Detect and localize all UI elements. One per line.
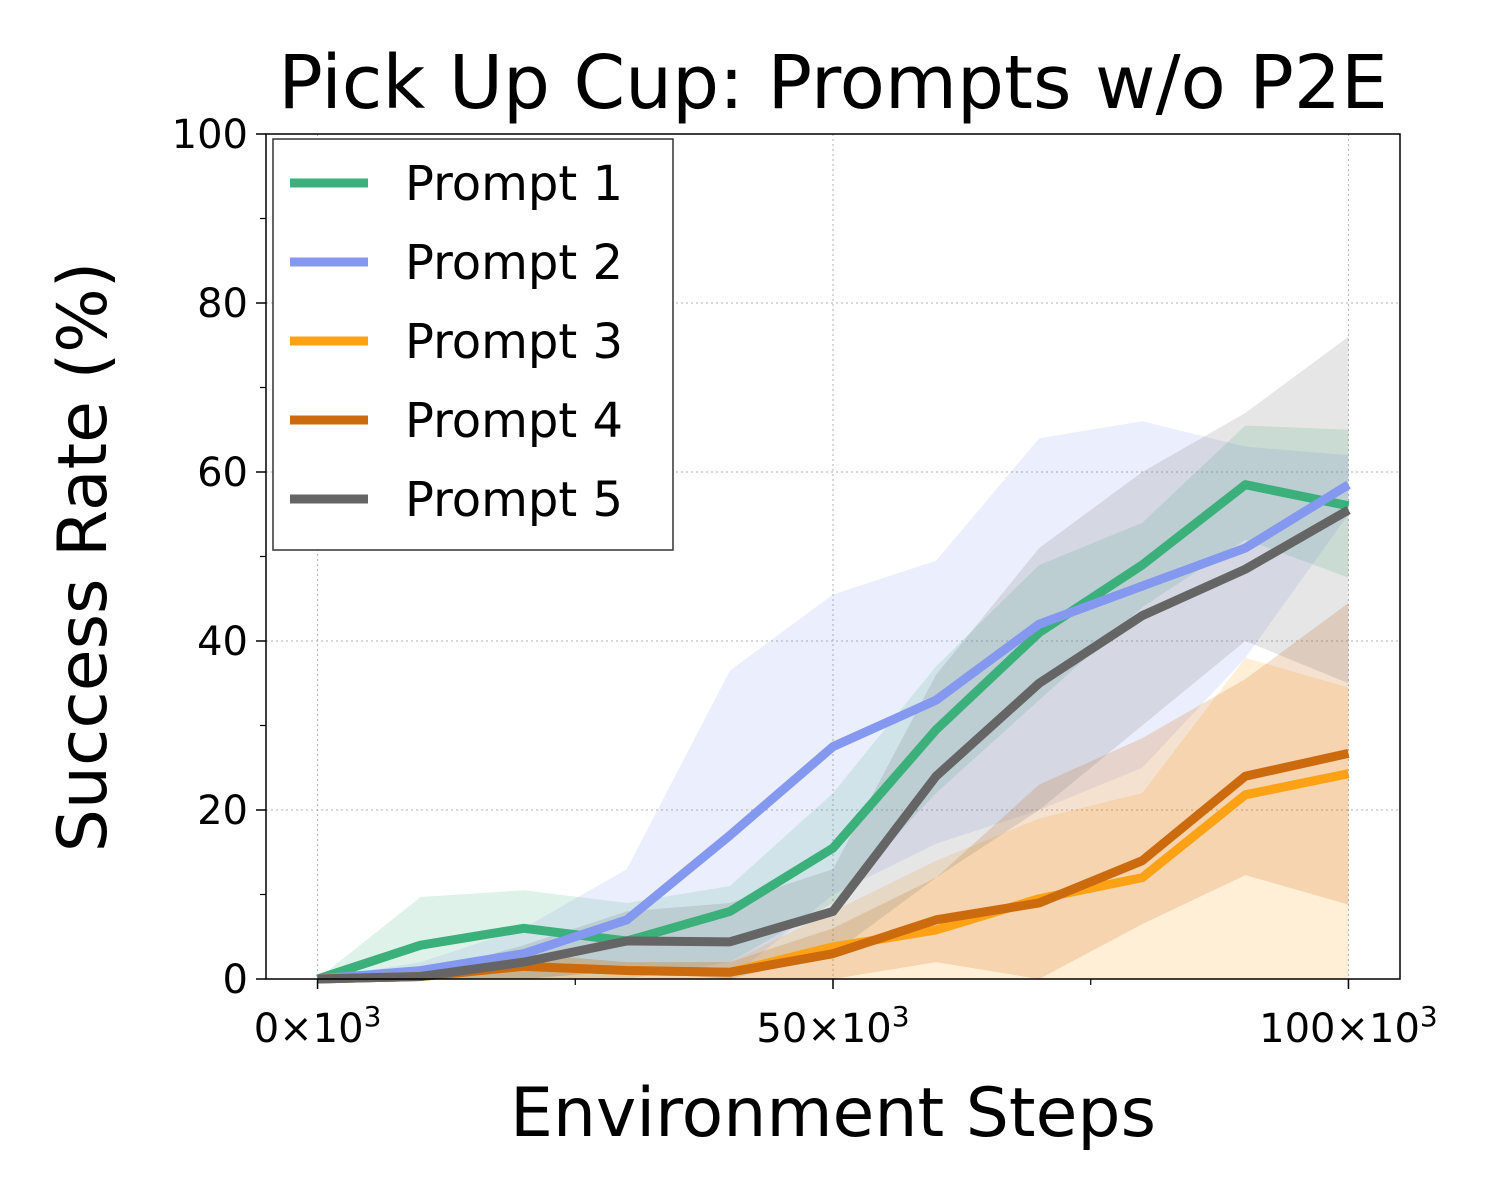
legend-label-4: Prompt 4 <box>405 393 623 449</box>
x-tick-label: 50×103 <box>756 1000 909 1052</box>
axis-ticks: 0 20 40 60 80 100 0×103 50×103 100×103 <box>172 112 1438 1052</box>
confidence-band-5 <box>317 336 1349 979</box>
y-tick-label: 100 <box>172 112 248 158</box>
y-tick-label: 80 <box>197 281 248 327</box>
legend-label-2: Prompt 2 <box>405 235 623 291</box>
y-tick-label: 20 <box>197 788 248 834</box>
x-axis-label: Environment Steps <box>510 1074 1156 1153</box>
y-tick-label: 60 <box>197 450 248 496</box>
y-tick-label: 0 <box>223 957 248 1003</box>
series-line-1 <box>316 480 1350 984</box>
confidence-band-1 <box>317 425 1349 979</box>
legend-label-1: Prompt 1 <box>405 156 623 212</box>
series-lines <box>316 480 1351 984</box>
confidence-band-3 <box>317 657 1349 979</box>
x-tick-label: 100×103 <box>1259 1000 1438 1052</box>
legend: Prompt 1 Prompt 2 Prompt 3 Prompt 4 Prompt 5 <box>272 138 674 551</box>
series-line-5 <box>317 506 1351 984</box>
confidence-band-2 <box>317 421 1349 979</box>
legend-label-5: Prompt 5 <box>405 472 623 528</box>
legend-label-3: Prompt 3 <box>405 314 623 370</box>
y-axis-label: Success Rate (%) <box>44 262 123 853</box>
y-tick-label: 40 <box>197 619 248 665</box>
chart-title: Pick Up Cup: Prompts w/o P2E <box>278 40 1388 126</box>
x-tick-label: 0×103 <box>254 1000 382 1052</box>
series-line-2 <box>317 480 1351 984</box>
